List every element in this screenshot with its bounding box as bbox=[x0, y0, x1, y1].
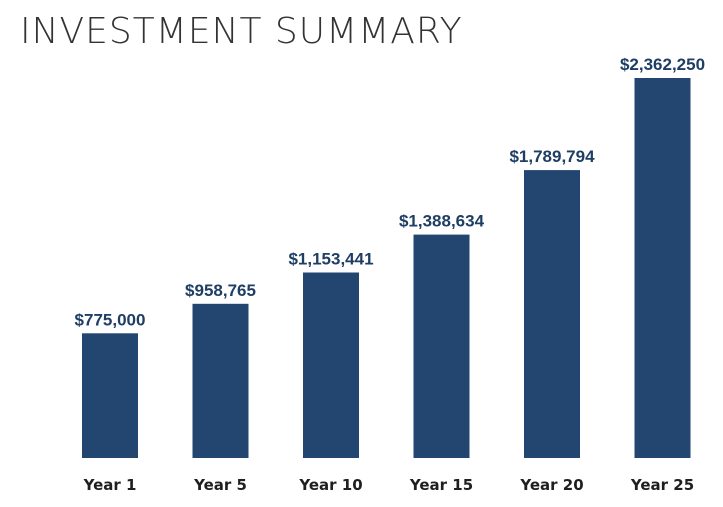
category-label: Year 15 bbox=[409, 476, 473, 494]
category-label: Year 10 bbox=[298, 476, 362, 494]
category-label: Year 25 bbox=[630, 476, 694, 494]
bar-value-label: $2,362,250 bbox=[620, 55, 705, 74]
category-label: Year 5 bbox=[193, 476, 247, 494]
bar-year-1 bbox=[82, 333, 138, 458]
bar-year-25 bbox=[634, 78, 691, 458]
bar-value-label: $1,153,441 bbox=[288, 250, 373, 269]
chart-title: INVESTMENT SUMMARY bbox=[20, 11, 463, 52]
bar-value-label: $1,789,794 bbox=[509, 147, 595, 166]
bar-value-label: $775,000 bbox=[75, 310, 146, 329]
bar-year-5 bbox=[192, 303, 249, 458]
category-label: Year 1 bbox=[83, 476, 137, 494]
bar-value-label: $1,388,634 bbox=[399, 212, 485, 231]
bar-year-15 bbox=[413, 234, 470, 458]
bar-value-label: $958,765 bbox=[185, 281, 256, 300]
bar-year-20 bbox=[524, 170, 580, 458]
category-label: Year 20 bbox=[519, 476, 583, 494]
bar-year-10 bbox=[303, 272, 359, 458]
